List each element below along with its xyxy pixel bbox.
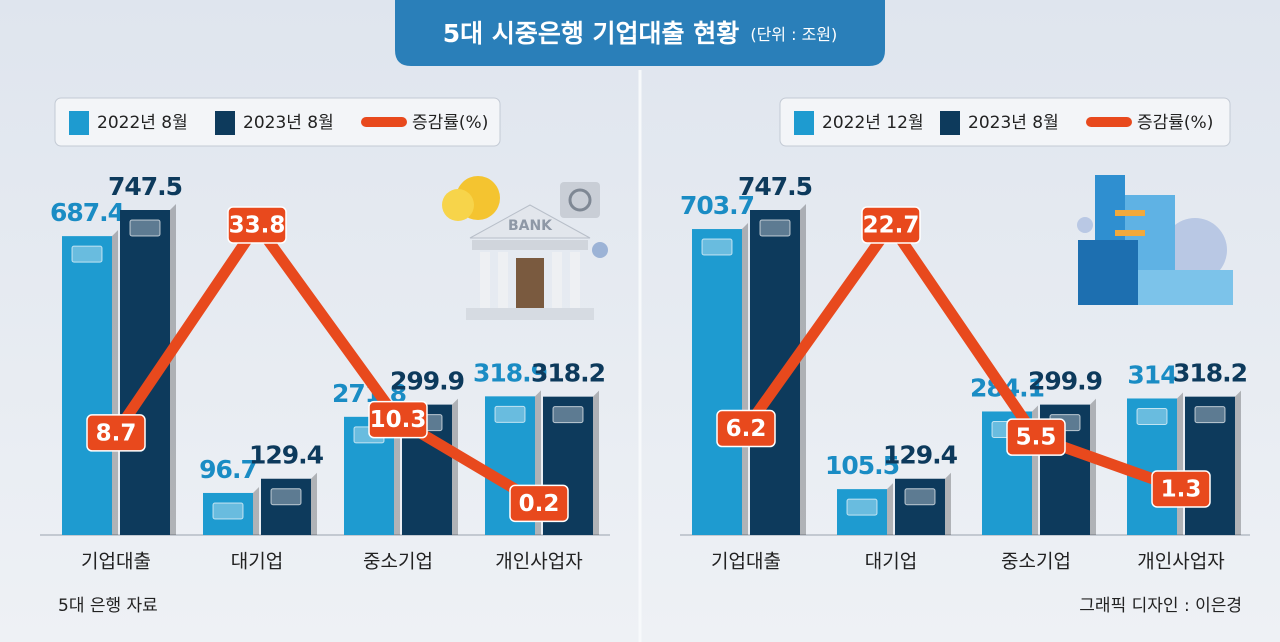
value-label: 687.4 — [50, 198, 125, 227]
rate-marker — [368, 400, 428, 439]
legend-swatch — [69, 111, 89, 135]
value-label: 129.4 — [883, 441, 958, 470]
x-tick-label: 중소기업 — [363, 551, 433, 573]
value-label: 747.5 — [738, 172, 812, 201]
rate-marker — [1006, 418, 1066, 456]
bar-side — [253, 486, 259, 535]
legend-label: 증감률(%) — [1137, 113, 1213, 133]
rate-marker — [227, 206, 287, 244]
bar — [1127, 398, 1177, 535]
value-label: 105.5 — [825, 451, 899, 480]
value-label: 129.4 — [249, 441, 324, 470]
rate-label: 5.5 — [1016, 425, 1057, 451]
legend-label: 2023년 8월 — [968, 113, 1059, 133]
value-label: 747.5 — [108, 172, 182, 201]
bar-side — [1235, 390, 1241, 535]
bar-side — [742, 223, 748, 536]
bar-side — [112, 230, 118, 535]
credit: 그래픽 디자인 : 이은경 — [1079, 596, 1242, 616]
legend-swatch — [940, 111, 960, 135]
bill-icon — [1136, 407, 1168, 425]
rate-label: 22.7 — [863, 213, 920, 239]
x-tick-label: 개인사업자 — [495, 551, 582, 573]
legend-label: 증감률(%) — [412, 113, 488, 133]
bar — [692, 229, 742, 536]
bar-side — [1177, 392, 1183, 535]
legend-box — [54, 97, 501, 147]
bill-icon — [552, 406, 584, 424]
bar — [895, 478, 945, 535]
value-label: 703.7 — [680, 191, 754, 220]
bar-side — [800, 204, 806, 535]
bar-side — [170, 204, 176, 535]
building-illustration — [1077, 175, 1233, 305]
rate-label: 33.8 — [229, 213, 286, 239]
value-label: 318.9 — [473, 358, 547, 387]
bill-icon — [701, 238, 733, 256]
bill-icon — [846, 498, 878, 516]
source: 5대 은행 자료 — [58, 596, 158, 616]
bar — [203, 492, 253, 535]
svg-text:BANK: BANK — [508, 218, 553, 234]
bill-icon — [270, 488, 302, 506]
bill-icon — [904, 488, 936, 506]
bar-side — [452, 398, 458, 535]
value-label: 318.2 — [531, 359, 605, 388]
title-text: 5대 시중은행 기업대출 현황 — [443, 19, 740, 48]
legend-label: 2023년 8월 — [243, 113, 334, 133]
legend-swatch — [215, 111, 235, 135]
bar-side — [311, 472, 317, 535]
bar-side — [887, 483, 893, 535]
value-label: 299.9 — [390, 367, 464, 396]
bar-side — [593, 390, 599, 535]
bar-side — [1090, 398, 1096, 535]
bar — [837, 489, 887, 535]
rate-label: 8.7 — [96, 420, 137, 446]
rate-marker — [716, 409, 776, 448]
bill-icon — [759, 219, 791, 237]
bar-side — [945, 472, 951, 535]
bar — [1185, 396, 1235, 535]
bar — [261, 478, 311, 535]
bill-icon — [494, 405, 526, 423]
legend-label: 2022년 8월 — [97, 113, 188, 133]
rate-marker — [509, 484, 569, 523]
value-label: 299.9 — [1028, 367, 1102, 396]
bill-icon — [129, 219, 161, 237]
title: 5대 시중은행 기업대출 현황 (단위 : 조원) — [443, 19, 838, 48]
rate-label: 1.3 — [1161, 476, 1202, 502]
value-label: 318.2 — [1173, 359, 1247, 388]
value-label: 314 — [1127, 360, 1177, 389]
rate-label: 6.2 — [726, 416, 767, 442]
title-banner — [395, 0, 885, 66]
value-label: 96.7 — [199, 455, 257, 484]
legend-swatch — [794, 111, 814, 135]
x-tick-label: 기업대출 — [81, 551, 151, 573]
bank-illustration: BANK — [442, 176, 608, 320]
x-tick-label: 대기업 — [231, 551, 283, 573]
rate-line — [741, 219, 1183, 495]
x-tick-label: 기업대출 — [711, 551, 781, 573]
rate-marker — [861, 206, 921, 244]
rate-marker — [1151, 470, 1211, 508]
rate-label: 10.3 — [370, 407, 427, 433]
bill-icon — [71, 245, 103, 263]
x-tick-label: 중소기업 — [1001, 551, 1071, 573]
x-tick-label: 개인사업자 — [1137, 551, 1224, 573]
bar — [62, 236, 112, 535]
rate-label: 0.2 — [519, 491, 560, 517]
legend-box — [779, 97, 1231, 147]
bill-icon — [212, 502, 244, 520]
bar-side — [394, 410, 400, 535]
rate-marker — [86, 414, 146, 452]
rate-line — [111, 219, 542, 509]
x-tick-label: 대기업 — [865, 551, 917, 573]
legend-label: 2022년 12월 — [822, 113, 924, 133]
unit: (단위 : 조원) — [750, 25, 837, 44]
bill-icon — [1194, 406, 1226, 424]
